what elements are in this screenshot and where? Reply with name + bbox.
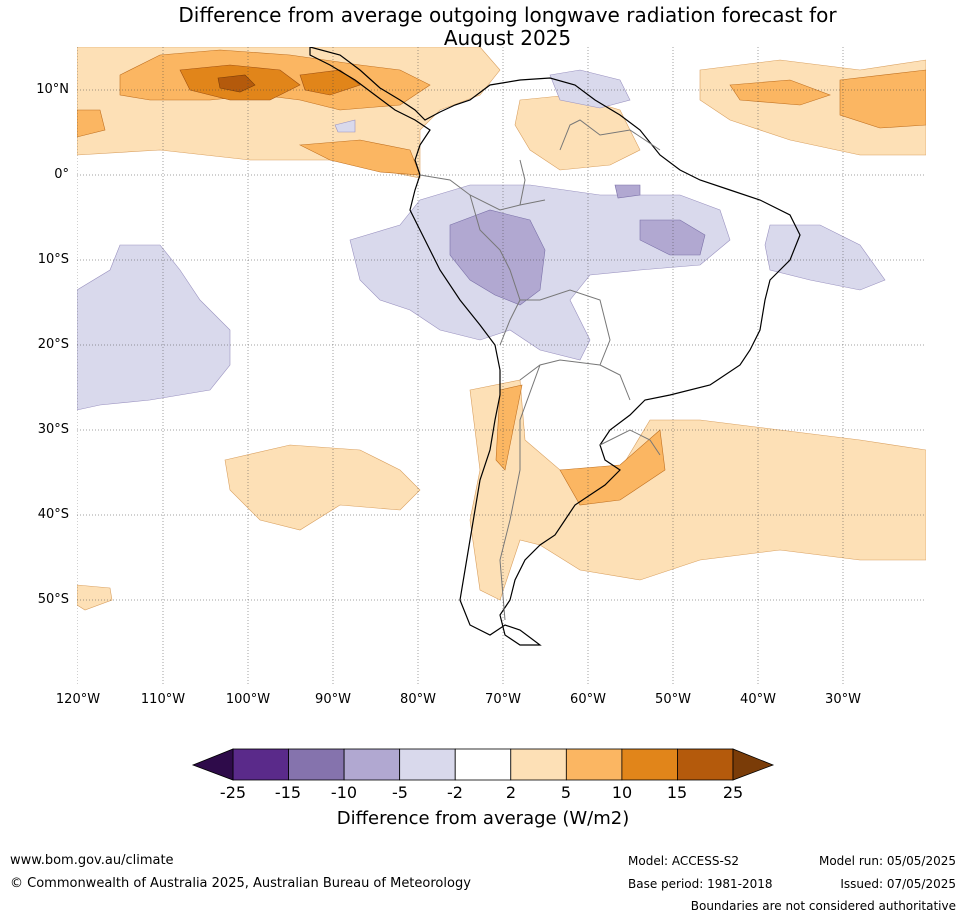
colorbar-tick-label: -10 [330,783,358,802]
negative-anomaly-southeast-pacific [77,244,231,411]
lat-label-10n: 10°N [36,82,69,97]
colorbar-segment [565,748,623,781]
colorbar-segment [621,748,678,781]
website-link[interactable]: www.bom.gov.au/climate [10,853,174,868]
colorbar-title: Difference from average (W/m2) [336,808,630,829]
lon-label-30w: 30°W [825,692,861,707]
colorbar-segment [677,748,734,781]
colorbar-tick-label: -15 [274,783,302,802]
map-title-line1: Difference from average outgoing longwav… [178,3,837,27]
negative-anomaly-amazon-core-west [449,209,546,306]
lat-label-10s: 10°S [37,252,69,267]
positive-anomaly-andes [495,384,523,471]
lon-label-110w: 110°W [140,692,186,707]
positive-anomaly-buenos-aires [559,429,666,506]
colorbar-segment [288,748,345,781]
lon-label-80w: 80°W [400,692,436,707]
moderate-negative-anomaly-regions [449,184,706,306]
colorbar-tick-label: 2 [505,783,517,802]
lat-label-0: 0° [54,167,69,182]
colorbar-segment [510,748,567,781]
colorbar-tick-label: -25 [219,783,247,802]
lat-label-20s: 20°S [37,337,69,352]
positive-anomaly-far-south-pacific [77,584,113,611]
colorbar-segment [343,748,401,781]
negative-anomaly-atlantic-south [764,224,886,291]
lat-label-40s: 40°S [37,507,69,522]
lon-label-120w: 120°W [55,692,101,707]
positive-anomaly-atlantic-east [729,79,831,106]
lon-label-40w: 40°W [740,692,776,707]
lat-label-30s: 30°S [37,422,69,437]
copyright-text: © Commonwealth of Australia 2025, Austra… [10,876,471,891]
colorbar-tick-label: 10 [611,783,633,802]
positive-anomaly-west-coast-band [77,109,106,138]
negative-anomaly-north-coast [614,184,641,199]
lon-label-90w: 90°W [315,692,351,707]
colorbar-tick-label: -2 [447,783,463,802]
colorbar-tick-label: 25 [722,783,744,802]
lat-label-50s: 50°S [37,592,69,607]
lon-label-60w: 60°W [570,692,606,707]
colorbar-segment [232,748,289,781]
issued-text: Issued: 07/05/2025 [840,877,956,891]
map-title: Difference from average outgoing longwav… [0,4,965,50]
negative-anomaly-amazon-core-east [639,219,706,256]
model-run-text: Model run: 05/05/2025 [818,854,956,868]
colorbar-high-extension [732,748,775,781]
colorbar-segment [399,748,456,781]
south-america-coastline [309,47,801,646]
colorbar-tick-label: -5 [392,783,408,802]
colorbar-low-extension [191,748,234,781]
negative-anomaly-caribbean [549,69,631,109]
lon-label-70w: 70°W [485,692,521,707]
strong-positive-anomaly-regions [77,49,926,506]
positive-anomaly-atlantic-far [839,69,926,129]
lon-label-100w: 100°W [225,692,271,707]
map-title-line2: August 2025 [443,26,572,50]
country-borders [419,119,661,621]
positive-anomaly-south-pacific [224,444,421,531]
negative-anomaly-small-patch [334,119,356,133]
lon-label-50w: 50°W [655,692,691,707]
colorbar-segment [454,748,512,781]
base-period-text: Base period: 1981-2018 [628,877,773,891]
positive-anomaly-peak [217,74,256,93]
boundaries-disclaimer: Boundaries are not considered authoritat… [690,899,956,913]
model-text: Model: ACCESS-S2 [628,854,740,868]
colorbar-tick-label: 5 [560,783,572,802]
gridlines [77,47,926,685]
colorbar-tick-label: 15 [666,783,688,802]
